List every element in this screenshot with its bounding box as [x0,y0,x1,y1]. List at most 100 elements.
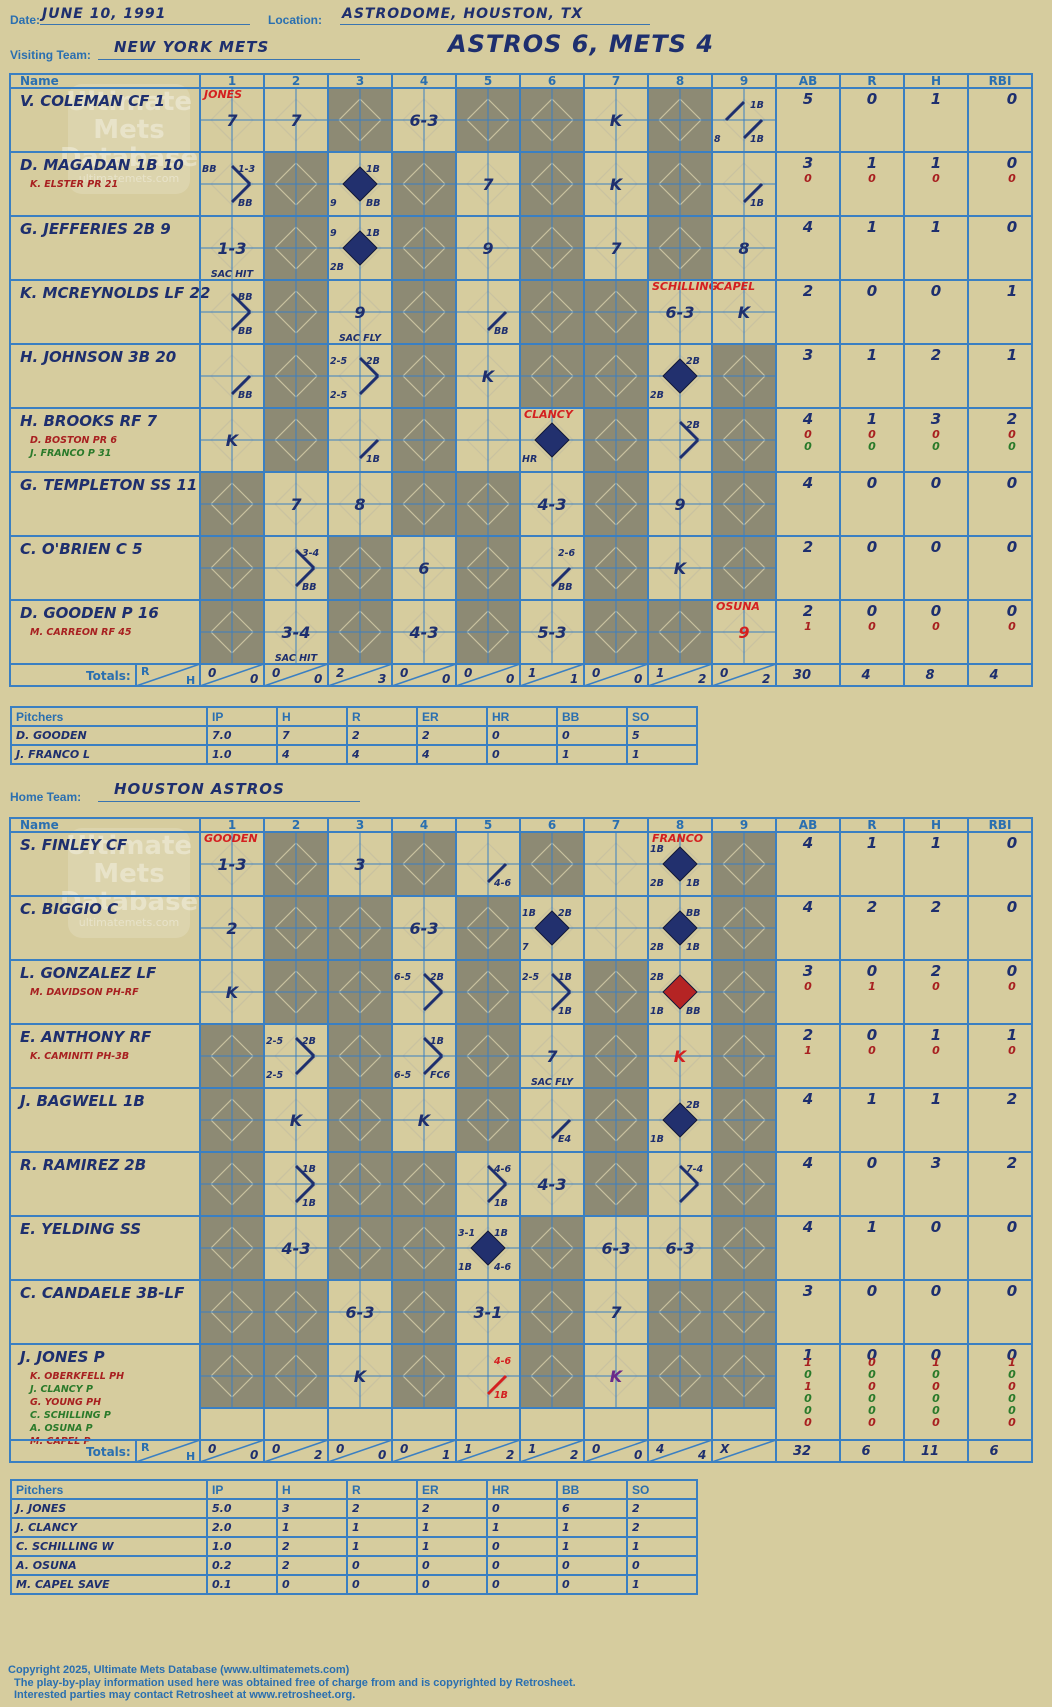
home-play-result: K [226,983,240,1002]
visitor-grid-line [647,663,713,687]
home-sub-name: M. DAVIDSON PH-RF [30,987,139,998]
home-stat-value: 1 [804,1356,812,1369]
visitor-play-note: BB [238,198,252,209]
home-pitcher-stat: 0 [626,1555,698,1576]
home-stat-value: 0 [1007,962,1017,980]
home-play-note: 2-5 [266,1070,284,1081]
home-inning-header: 1 [228,818,236,832]
home-base-path [486,1374,508,1396]
copyright-text: Copyright 2025, Ultimate Mets Database (… [8,1664,350,1676]
home-pitcher-stat: 0 [486,1498,558,1519]
visitor-base-path [230,182,252,204]
home-play-note: 4-6 [493,1262,512,1273]
visitor-play-note: BB [558,582,572,593]
visitor-base-path [230,164,252,186]
home-scored-diamond [662,974,698,1010]
visitor-inning-runs: 0 [592,666,600,680]
visitor-totals-r-label: R [141,665,150,678]
home-play-note: 2B [650,942,664,953]
visitor-base-path [358,438,380,460]
visitor-stat-value: 1 [1007,282,1017,300]
home-inning-header: 6 [548,818,556,832]
visitor-grid-line [391,663,457,687]
home-play-result: 2 [226,919,237,938]
visitor-play-result: 6-3 [410,111,439,130]
visitor-sub-name: D. BOSTON PR 6 [30,435,117,446]
home-play-note: 2-5 [266,1036,284,1047]
visitor-inning-header: 7 [612,74,620,88]
home-inning-hits: 2 [506,1448,514,1462]
visitor-inning-header: 3 [356,74,364,88]
home-pitcher-stat: 0 [346,1574,418,1595]
home-player-name: E. ANTHONY RF [20,1028,152,1046]
visitor-player-name: D. MAGADAN 1B 10 [20,156,184,174]
visitor-pitching-header: Pitchers [10,706,208,727]
home-stat-value: 4 [802,898,813,916]
visitor-base-path [742,118,764,140]
home-inning-header: 4 [420,818,428,832]
home-base-path [294,1164,316,1186]
home-play-note: 1B [522,908,536,919]
home-stat-value: 0 [804,980,812,993]
home-pitcher-stat: 1 [486,1517,558,1538]
visitor-pitching-header: R [346,706,418,727]
home-stat-value: 0 [868,1368,876,1381]
home-sub-name: K. CAMINITI PH-3B [30,1051,129,1062]
home-play-note: 4-6 [493,1356,512,1367]
home-grid-line [135,1439,201,1463]
home-scored-diamond [470,1230,506,1266]
home-stat-value: 0 [932,1380,940,1393]
visitor-stat-value: 0 [1008,440,1016,453]
home-play-result: K [418,1111,432,1130]
visitor-sub-name: M. CARREON RF 45 [30,627,132,638]
visitor-stat-value: 2 [1007,410,1017,428]
home-stat-value: 0 [867,1154,877,1172]
visitor-stat-value: 0 [1007,538,1017,556]
home-stat-value: 0 [868,1380,876,1393]
home-play-result: 3-1 [474,1303,503,1322]
home-base-path [422,990,444,1012]
visitor-play-result: 7 [482,175,494,194]
visitor-stat-value: 4 [802,218,813,236]
visitor-play-result: K [226,431,240,450]
home-stat-value: 0 [1008,1380,1016,1393]
visitor-inning-hits: 2 [762,672,770,686]
visitor-stat-value: 2 [803,602,813,620]
home-stat-value: 1 [804,1380,812,1393]
visitor-play-result: 8 [354,495,365,514]
home-play-note: E4 [558,1134,571,1145]
visitor-sub-name: J. FRANCO P 31 [28,448,111,459]
visitor-play-note: BB [302,582,316,593]
home-stat-value: 0 [932,1368,940,1381]
home-stat-value: 0 [932,1044,940,1057]
home-play-note: 1B [458,1262,472,1273]
visitor-play-note: 3-4 [302,548,320,559]
visitor-play-result: 7 [610,239,622,258]
visitor-base-path [678,420,700,442]
visitor-play-note: SAC FLY [339,333,382,344]
visitor-stat-value: 0 [1008,620,1016,633]
visitor-stat-value: 0 [868,172,876,185]
visitor-pitcher-stat: 0 [486,725,558,746]
home-watermark-word: Ultimate [66,831,192,861]
home-total-stat: 11 [921,1444,939,1459]
home-stat-value: 2 [1007,1154,1017,1172]
home-play-result: 6-3 [602,1239,631,1258]
home-pitcher-stat: 0 [486,1574,558,1595]
visitor-inning-runs: 0 [208,666,216,680]
home-pitcher-stat: 1 [346,1536,418,1557]
home-stat-value: 0 [1008,1392,1016,1405]
date-label: Date: [10,13,41,27]
visitor-scored-diamond [342,166,378,202]
visitor-stat-value: 0 [931,282,941,300]
home-stat-value: 1 [932,1356,940,1369]
home-stat-value: 4 [802,1218,813,1236]
visitor-stat-value: 0 [867,538,877,556]
home-base-path [550,1118,572,1140]
home-sub-name: K. OBERKFELL PH [30,1371,124,1382]
home-stat-value: 2 [1007,1090,1017,1108]
visitor-base-path [550,566,572,588]
home-play-note: 7-4 [686,1164,704,1175]
visitor-play-result: 9 [738,623,749,642]
home-stat-header: RBI [989,818,1012,832]
